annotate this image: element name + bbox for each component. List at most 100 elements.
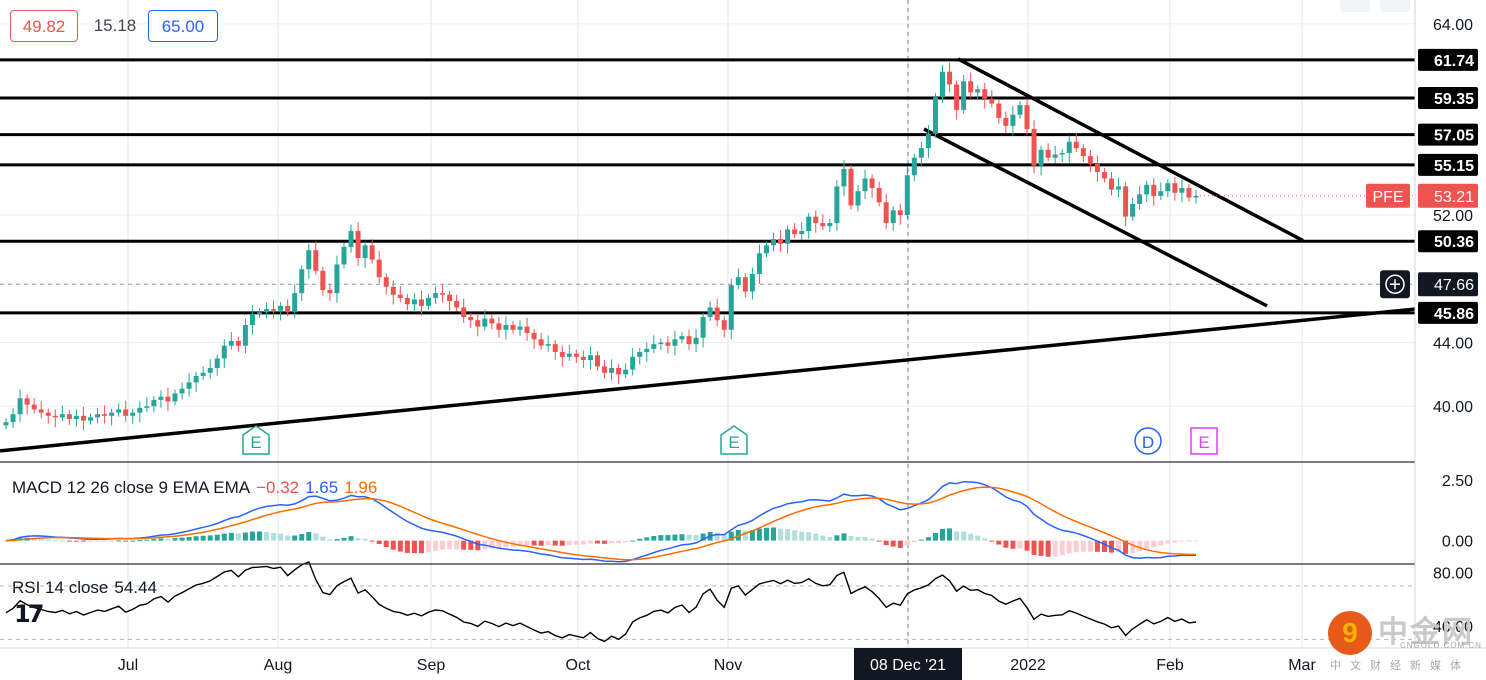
channel-lower [923, 127, 1268, 308]
macd-histogram-bar [975, 535, 981, 541]
candle [637, 352, 643, 357]
macd-histogram-bar [52, 540, 58, 542]
level-tag-label-5: 45.86 [1434, 306, 1474, 323]
candlestick-series [3, 62, 1199, 431]
candle [278, 305, 284, 311]
macd-histogram-bar [355, 538, 361, 541]
macd-histogram-bar [940, 528, 946, 541]
candle [348, 231, 354, 247]
macd-histogram-bar [348, 536, 354, 541]
candle [292, 293, 298, 313]
macd-histogram-bar [1123, 540, 1129, 554]
macd-histogram-bar [144, 539, 150, 541]
macd-histogram-bar [278, 533, 284, 541]
candle [207, 368, 213, 373]
candle [390, 286, 396, 295]
candle [362, 245, 368, 259]
candle [827, 223, 833, 227]
candle [700, 317, 706, 338]
candle [1144, 184, 1150, 195]
macd-histogram-bar [918, 539, 924, 541]
event-marker-1 [720, 425, 748, 455]
candle [1080, 148, 1086, 157]
candle [735, 277, 741, 286]
price-tick-0: 64.00 [1433, 17, 1473, 34]
candle [31, 404, 37, 410]
crosshair-price-label: 47.66 [1434, 277, 1474, 294]
candle [763, 245, 769, 254]
candle [545, 344, 551, 346]
time-tick-4: Nov [714, 657, 742, 674]
rsi-tick-0: 80.00 [1433, 566, 1473, 583]
macd-histogram-bar [1017, 540, 1023, 549]
candle [820, 223, 826, 227]
candle [383, 277, 389, 287]
macd-histogram-bar [665, 535, 671, 541]
crosshair-date-tag [854, 648, 962, 680]
candle [130, 412, 136, 416]
candle [489, 318, 495, 324]
candle [566, 353, 572, 357]
candle [45, 412, 51, 416]
candle [454, 301, 460, 308]
candle [1052, 154, 1058, 158]
macd-histogram-bar [151, 539, 157, 541]
candle [672, 339, 678, 346]
grid-lines [0, 0, 1415, 648]
candle [137, 407, 143, 413]
candle [87, 417, 93, 421]
candle [151, 399, 157, 407]
candle [623, 369, 629, 375]
level-tag-3 [1418, 153, 1478, 176]
level-tag-4 [1418, 230, 1478, 253]
tradingview-logo[interactable]: 17 [14, 600, 44, 628]
macd-histogram-bar [1172, 540, 1178, 543]
candle [644, 348, 650, 353]
macd-histogram-bar [271, 532, 277, 541]
macd-histogram-bar [95, 540, 101, 542]
macd-histogram-bar [785, 528, 791, 541]
buy-button[interactable]: 65.00 [148, 10, 218, 42]
rsi-legend[interactable]: RSI 14 close 54.44 [12, 578, 163, 598]
macd-histogram-bar [728, 531, 734, 541]
candle [186, 382, 192, 389]
candle [1101, 172, 1107, 179]
candle [1151, 184, 1157, 196]
last-price-label: 53.21 [1434, 189, 1474, 206]
candle [425, 297, 431, 306]
candle [594, 355, 600, 367]
candle [728, 285, 734, 330]
macd-histogram-bar [623, 540, 629, 543]
level-tag-0 [1418, 48, 1478, 71]
macd-histogram-bar [45, 539, 51, 541]
macd-histogram-bar [306, 531, 312, 541]
candle [264, 309, 270, 313]
macd-histogram-bar [869, 538, 875, 541]
candle [785, 229, 791, 244]
candle [475, 320, 481, 327]
candle [630, 356, 636, 370]
candle [1066, 141, 1072, 153]
candle [968, 81, 974, 93]
candle [200, 372, 206, 376]
macd-histogram-bar [996, 540, 1002, 545]
event-label-1: E [728, 433, 739, 452]
sell-button[interactable]: 49.82 [10, 10, 78, 42]
level-tag-label-0: 61.74 [1434, 53, 1474, 70]
macd-histogram-bar [116, 540, 122, 542]
candle [580, 356, 586, 361]
macd-legend[interactable]: MACD 12 26 close 9 EMA EMA −0.32 1.65 1.96 [12, 478, 383, 498]
macd-histogram-bar [954, 531, 960, 541]
candle [961, 81, 967, 110]
candle [925, 133, 931, 149]
toolbar-tab-2[interactable] [1380, 0, 1410, 12]
watermark-name: 中金网 [1378, 616, 1474, 649]
candle [397, 294, 403, 298]
macd-histogram-bar [616, 540, 622, 544]
level-tag-1 [1418, 86, 1478, 109]
candle [982, 89, 988, 99]
candle [686, 336, 692, 345]
horizontal-levels [0, 58, 1415, 315]
toolbar-tab-1[interactable] [1340, 0, 1370, 12]
